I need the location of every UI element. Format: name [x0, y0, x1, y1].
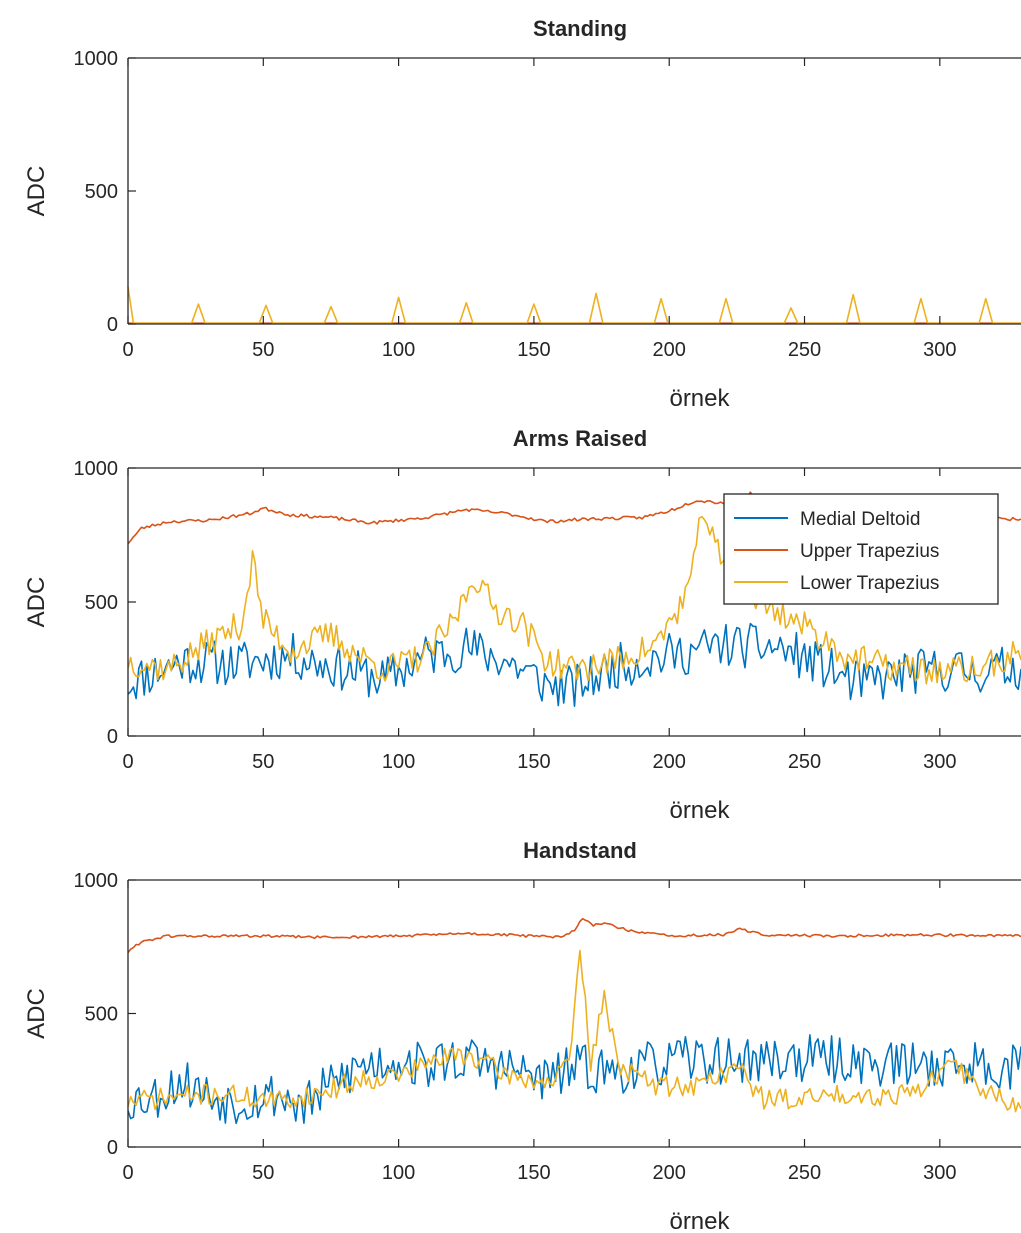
legend-entry: Upper Trapezius: [800, 541, 939, 562]
y-tick-label: 0: [107, 726, 118, 748]
chart-title: Arms Raised: [513, 426, 648, 451]
chart-title: Standing: [533, 16, 627, 41]
series-layer: [127, 286, 1021, 325]
x-tick-label: 200: [653, 751, 686, 773]
series-layer: [127, 917, 1021, 1125]
y-tick-label: 1000: [74, 48, 119, 70]
chart-title: Handstand: [523, 838, 637, 863]
x-tick-label: 250: [788, 339, 821, 361]
series-line-upper-trapezius: [127, 917, 1021, 954]
x-tick-label: 0: [122, 339, 133, 361]
x-tick-label: 0: [122, 1162, 133, 1184]
title-backdrop: [478, 422, 682, 456]
x-tick-label: 50: [252, 339, 274, 361]
y-tick-label: 0: [107, 314, 118, 336]
y-axis-label: ADC: [23, 166, 50, 217]
panel-1: 0 50 100 150 200 250 300 0 500 1000 örnek ADC Arms R…: [23, 422, 1021, 824]
y-tick-label: 500: [85, 181, 118, 203]
legend-entry: Lower Trapezius: [800, 573, 939, 594]
x-tick-label: 100: [382, 339, 415, 361]
x-tick-label: 150: [517, 751, 550, 773]
x-tick-label: 300: [923, 1162, 956, 1184]
series-line-medial-deltoid: [127, 1034, 1021, 1125]
panel-0: 0 50 100 150 200 250 300 0 500 1000 örnek ADC Standi…: [23, 12, 1021, 412]
x-tick-label: 150: [517, 1162, 550, 1184]
x-tick-label: 100: [382, 1162, 415, 1184]
x-tick-label: 100: [382, 751, 415, 773]
y-tick-label: 500: [85, 1004, 118, 1026]
y-axis-label: ADC: [23, 577, 50, 628]
title-backdrop: [498, 12, 662, 46]
series-line-lower-trapezius: [127, 515, 1021, 685]
x-tick-label: 300: [923, 751, 956, 773]
x-tick-label: 250: [788, 1162, 821, 1184]
x-tick-label: 50: [252, 1162, 274, 1184]
y-tick-label: 0: [107, 1137, 118, 1159]
y-tick-label: 1000: [74, 870, 119, 892]
x-tick-label: 200: [653, 339, 686, 361]
y-tick-label: 1000: [74, 458, 119, 480]
x-tick-label: 0: [122, 751, 133, 773]
x-axis-label: örnek: [669, 1208, 730, 1233]
x-tick-label: 200: [653, 1162, 686, 1184]
x-tick-label: 250: [788, 751, 821, 773]
y-axis-label: ADC: [23, 988, 50, 1039]
legend: Medial Deltoid Upper Trapezius Lower Trape…: [723, 493, 999, 605]
x-tick-label: 150: [517, 339, 550, 361]
series-line-medial-deltoid: [127, 622, 1021, 707]
legend-entry: Medial Deltoid: [800, 509, 920, 530]
panel-2: 0 50 100 150 200 250 300 0 500 1000 örnek ADC Handst…: [23, 834, 1021, 1233]
series-line-lower-trapezius: [127, 949, 1021, 1113]
title-backdrop: [491, 834, 669, 868]
series-line-lower-trapezius: [127, 286, 1021, 324]
x-axis-label: örnek: [669, 797, 730, 824]
x-tick-label: 50: [252, 751, 274, 773]
x-axis-label: örnek: [669, 385, 730, 412]
y-tick-label: 500: [85, 592, 118, 614]
x-tick-label: 300: [923, 339, 956, 361]
